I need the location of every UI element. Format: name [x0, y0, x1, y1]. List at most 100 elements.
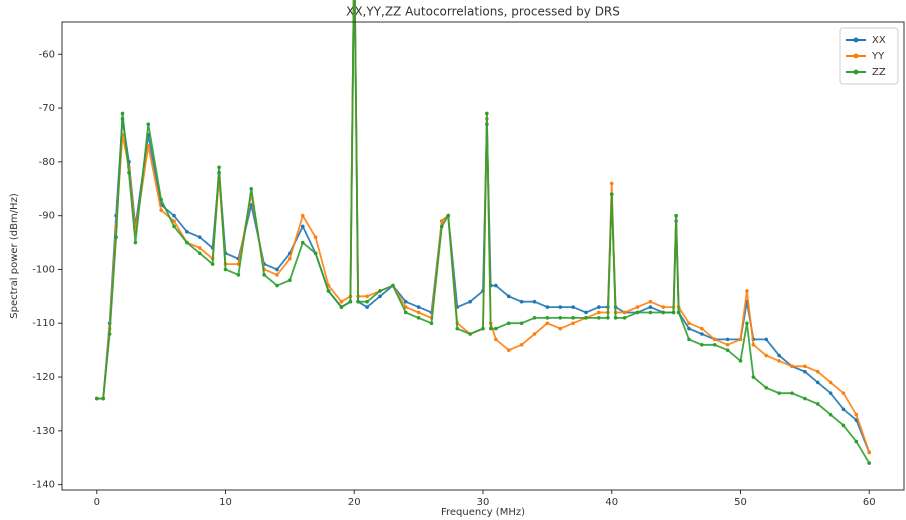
point: [210, 262, 215, 266]
point: [197, 251, 202, 256]
y-tick-label: -90: [39, 211, 55, 222]
point: [828, 380, 833, 385]
point: [545, 321, 550, 326]
point: [725, 342, 730, 347]
point: [416, 316, 421, 320]
point: [494, 326, 498, 331]
point: [506, 321, 511, 326]
point: [777, 391, 781, 395]
point: [446, 213, 451, 218]
point: [288, 278, 292, 283]
point: [609, 181, 614, 186]
point: [455, 326, 460, 331]
point: [674, 213, 678, 218]
point: [777, 359, 781, 363]
point: [571, 321, 575, 326]
point: [313, 251, 318, 256]
point: [429, 321, 434, 326]
point: [378, 289, 382, 293]
point: [494, 337, 498, 342]
x-axis-label: Frequency (MHz): [441, 507, 525, 518]
point: [133, 240, 138, 245]
point: [725, 348, 730, 352]
point: [275, 283, 279, 288]
point: [485, 111, 489, 116]
point: [841, 407, 846, 412]
y-axis-label: Spectral power (dBm/Hz): [9, 193, 20, 319]
point: [146, 143, 151, 148]
point: [197, 235, 202, 239]
point: [339, 299, 344, 304]
point: [391, 283, 395, 288]
point: [468, 332, 472, 336]
y-tick-label: -120: [32, 372, 55, 383]
point: [185, 240, 189, 245]
x-tick-label: 10: [219, 497, 232, 508]
point: [545, 316, 550, 320]
point: [481, 326, 485, 331]
legend-label: ZZ: [872, 67, 886, 78]
y-tick-label: -130: [32, 426, 55, 437]
point: [745, 289, 749, 293]
legend-marker: [853, 69, 859, 75]
point: [217, 165, 221, 170]
point: [764, 337, 769, 342]
point: [571, 316, 575, 320]
point: [107, 332, 112, 336]
legend-label: YY: [871, 51, 885, 62]
point: [356, 299, 360, 304]
point: [365, 299, 369, 304]
point: [275, 267, 279, 272]
point: [803, 364, 807, 369]
point: [738, 359, 743, 363]
point: [854, 412, 859, 417]
y-tick-label: -110: [32, 318, 55, 329]
point: [558, 326, 563, 331]
point: [725, 337, 730, 342]
point: [712, 342, 717, 347]
point: [700, 332, 704, 336]
point: [519, 321, 524, 326]
point: [326, 289, 331, 293]
x-tick-label: 0: [94, 497, 100, 508]
point: [114, 235, 118, 239]
point: [365, 294, 369, 299]
point: [127, 170, 131, 175]
point: [197, 246, 202, 250]
point: [416, 305, 421, 309]
legend-marker: [853, 53, 859, 59]
point: [339, 305, 344, 309]
point: [403, 299, 408, 304]
y-tick-label: -100: [32, 264, 55, 275]
point: [622, 310, 627, 315]
point: [403, 310, 408, 315]
point: [300, 224, 305, 229]
point: [488, 326, 493, 331]
point: [249, 186, 254, 191]
point: [223, 267, 228, 272]
point: [751, 375, 756, 379]
point: [712, 337, 717, 342]
point: [635, 310, 640, 315]
point: [262, 273, 266, 277]
point: [597, 316, 601, 320]
x-tick-label: 50: [734, 497, 747, 508]
x-tick-label: 20: [348, 497, 361, 508]
point: [609, 192, 614, 196]
point: [403, 305, 408, 309]
point: [751, 342, 756, 347]
point: [275, 273, 279, 277]
point: [803, 396, 807, 401]
plot-frame: [61, 21, 905, 491]
point: [584, 316, 588, 320]
point: [378, 294, 382, 299]
point: [440, 224, 444, 229]
legend-marker: [853, 37, 859, 43]
point: [300, 240, 305, 245]
point: [519, 299, 524, 304]
point: [738, 337, 743, 342]
point: [764, 385, 769, 390]
point: [571, 305, 575, 309]
chart-title: XX,YY,ZZ Autocorrelations, processed by …: [346, 5, 620, 19]
x-tick-label: 60: [863, 497, 876, 508]
